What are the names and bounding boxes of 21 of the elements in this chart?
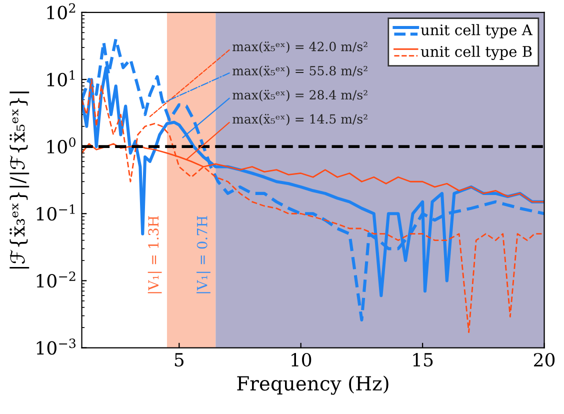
- annotation: max(ẍ₅ᵉˣ) = 28.4 m/s²: [232, 90, 368, 102]
- x-tick-label: 10: [292, 352, 312, 367]
- annotation: max(ẍ₅ᵉˣ) = 42.0 m/s²: [232, 42, 368, 54]
- x-tick-label: 15: [413, 352, 433, 367]
- y-tick-label: 10$^{1}$: [47, 70, 75, 86]
- annotation: max(ẍ₅ᵉˣ) = 55.8 m/s²: [232, 66, 368, 78]
- annotation: |V₁| = 0.7H: [196, 216, 210, 294]
- y-axis-title: |ℱ{ẍ₃ᵉˣ}|/|ℱ{ẍ₅ᵉˣ}|: [10, 92, 30, 269]
- legend-label: unit cell type B: [420, 46, 532, 60]
- y-tick-label: 10$^{0}$: [47, 137, 76, 154]
- line-series: [82, 78, 544, 333]
- x-tick-label: 5: [174, 353, 184, 367]
- legend-label: unit cell type A: [420, 24, 533, 38]
- y-tick-label: 10$^{2}$: [47, 3, 76, 20]
- annotation: |V₁| = 1.3H: [148, 216, 162, 294]
- y-tick-label: 10$^{−2}$: [36, 271, 76, 288]
- annotation: max(ẍ₅ᵉˣ) = 14.5 m/s²: [232, 114, 368, 126]
- x-tick-label: 20: [534, 352, 555, 367]
- y-tick-label: 10$^{−3}$: [36, 338, 76, 355]
- y-tick-label: 10$^{−1}$: [36, 204, 75, 221]
- x-axis-title: Frequency (Hz): [237, 376, 388, 395]
